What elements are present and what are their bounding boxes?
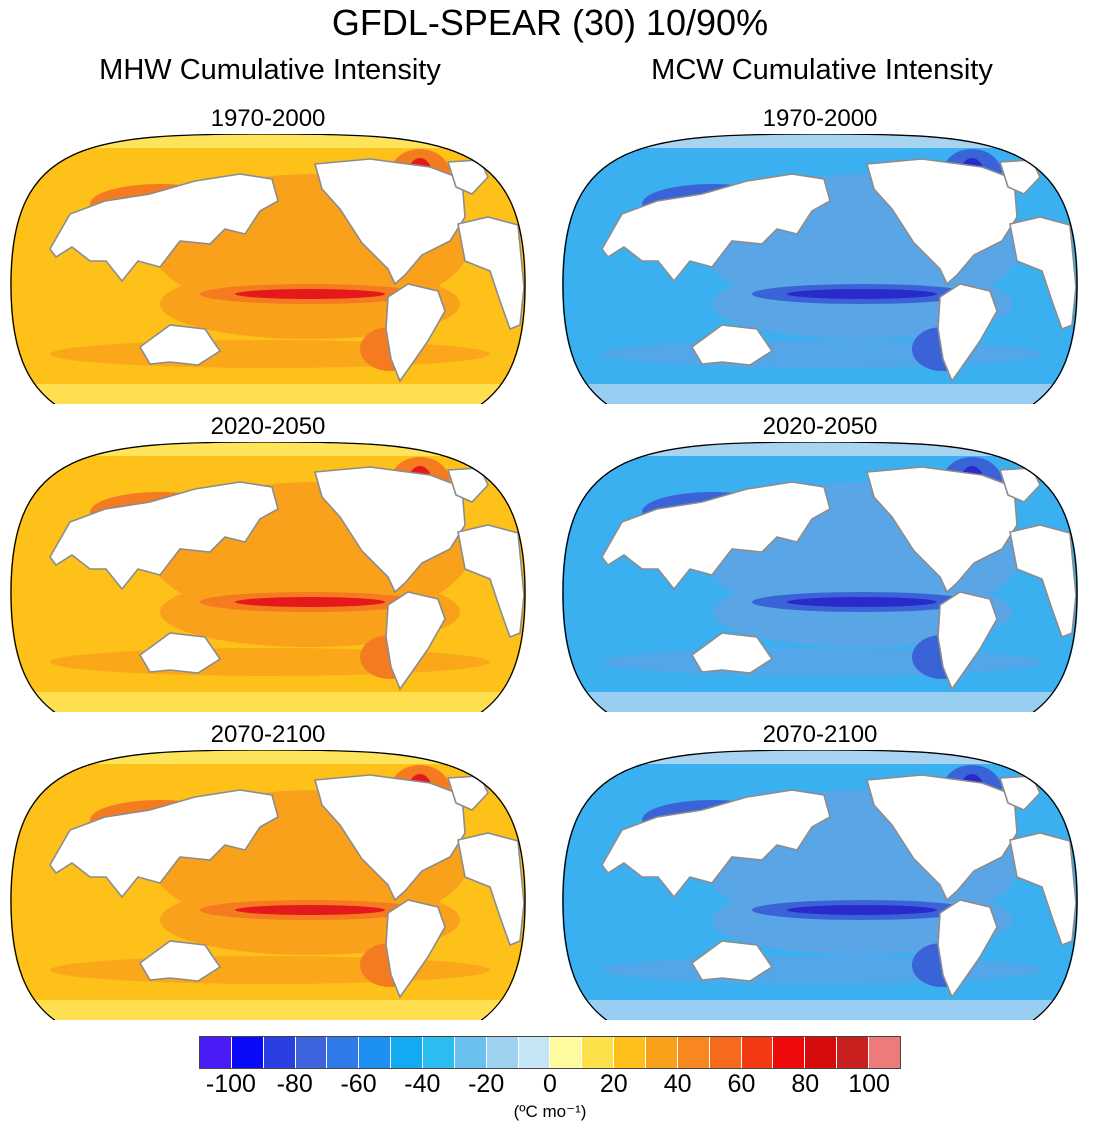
colorbar-box — [677, 1037, 710, 1068]
colorbar-box — [454, 1037, 487, 1068]
mhw-panel-title: 2020-2050 — [210, 413, 326, 440]
colorbar — [199, 1036, 901, 1069]
mcw-robinson-map — [562, 442, 1078, 712]
colorbar-tick-label: -80 — [276, 1070, 313, 1098]
mhw-column-title: MHW Cumulative Intensity — [99, 54, 441, 86]
colorbar-box — [773, 1037, 806, 1068]
colorbar-box — [837, 1037, 870, 1068]
colorbar-units: (ºC mo⁻¹) — [513, 1102, 587, 1121]
colorbar-tick-label: 60 — [727, 1070, 756, 1098]
colorbar-box — [486, 1037, 519, 1068]
colorbar-box — [391, 1037, 424, 1068]
figure-title: GFDL-SPEAR (30) 10/90% — [331, 2, 769, 43]
colorbar-box — [646, 1037, 678, 1068]
colorbar-box — [869, 1037, 900, 1068]
colorbar-tick-label: -60 — [340, 1070, 377, 1098]
mcw-panel-title: 1970-2000 — [762, 105, 878, 132]
colorbar-box — [423, 1037, 455, 1068]
mhw-panel-title: 2070-2100 — [210, 721, 326, 748]
colorbar-box — [518, 1037, 551, 1068]
colorbar-box — [550, 1037, 583, 1068]
colorbar-tick-label: 80 — [791, 1070, 820, 1098]
mcw-robinson-map — [562, 750, 1078, 1020]
colorbar-box — [741, 1037, 774, 1068]
mcw-panel-title: 2070-2100 — [762, 721, 878, 748]
colorbar-tick-label: -100 — [205, 1070, 256, 1098]
colorbar-box — [327, 1037, 360, 1068]
mcw-map-panel-2070-2100: 2070-2100 — [562, 720, 1078, 1020]
colorbar-tick-label: 0 — [543, 1070, 557, 1098]
mhw-map-panel-2020-2050: 2020-2050 — [10, 412, 526, 712]
colorbar-tick-label: 20 — [599, 1070, 628, 1098]
colorbar-box — [263, 1037, 296, 1068]
mhw-robinson-map — [10, 134, 526, 404]
mhw-robinson-map — [10, 442, 526, 712]
colorbar-tick-label: 40 — [663, 1070, 692, 1098]
colorbar-box — [200, 1037, 232, 1068]
colorbar-tick-label: 100 — [848, 1070, 890, 1098]
mcw-map-panel-2020-2050: 2020-2050 — [562, 412, 1078, 712]
colorbar-box — [582, 1037, 615, 1068]
colorbar-box — [231, 1037, 264, 1068]
mcw-map-panel-1970-2000: 1970-2000 — [562, 104, 1078, 404]
mhw-map-panel-1970-2000: 1970-2000 — [10, 104, 526, 404]
colorbar-tick-label: -20 — [468, 1070, 505, 1098]
mcw-panel-title: 2020-2050 — [762, 413, 878, 440]
colorbar-tick-label: -40 — [404, 1070, 441, 1098]
mhw-map-panel-2070-2100: 2070-2100 — [10, 720, 526, 1020]
mcw-column-title: MCW Cumulative Intensity — [651, 54, 993, 86]
mcw-robinson-map — [562, 134, 1078, 404]
mhw-panel-title: 1970-2000 — [210, 105, 326, 132]
colorbar-box — [614, 1037, 647, 1068]
colorbar-box — [359, 1037, 392, 1068]
colorbar-box — [805, 1037, 838, 1068]
colorbar-box — [295, 1037, 328, 1068]
mhw-robinson-map — [10, 750, 526, 1020]
colorbar-box — [709, 1037, 742, 1068]
